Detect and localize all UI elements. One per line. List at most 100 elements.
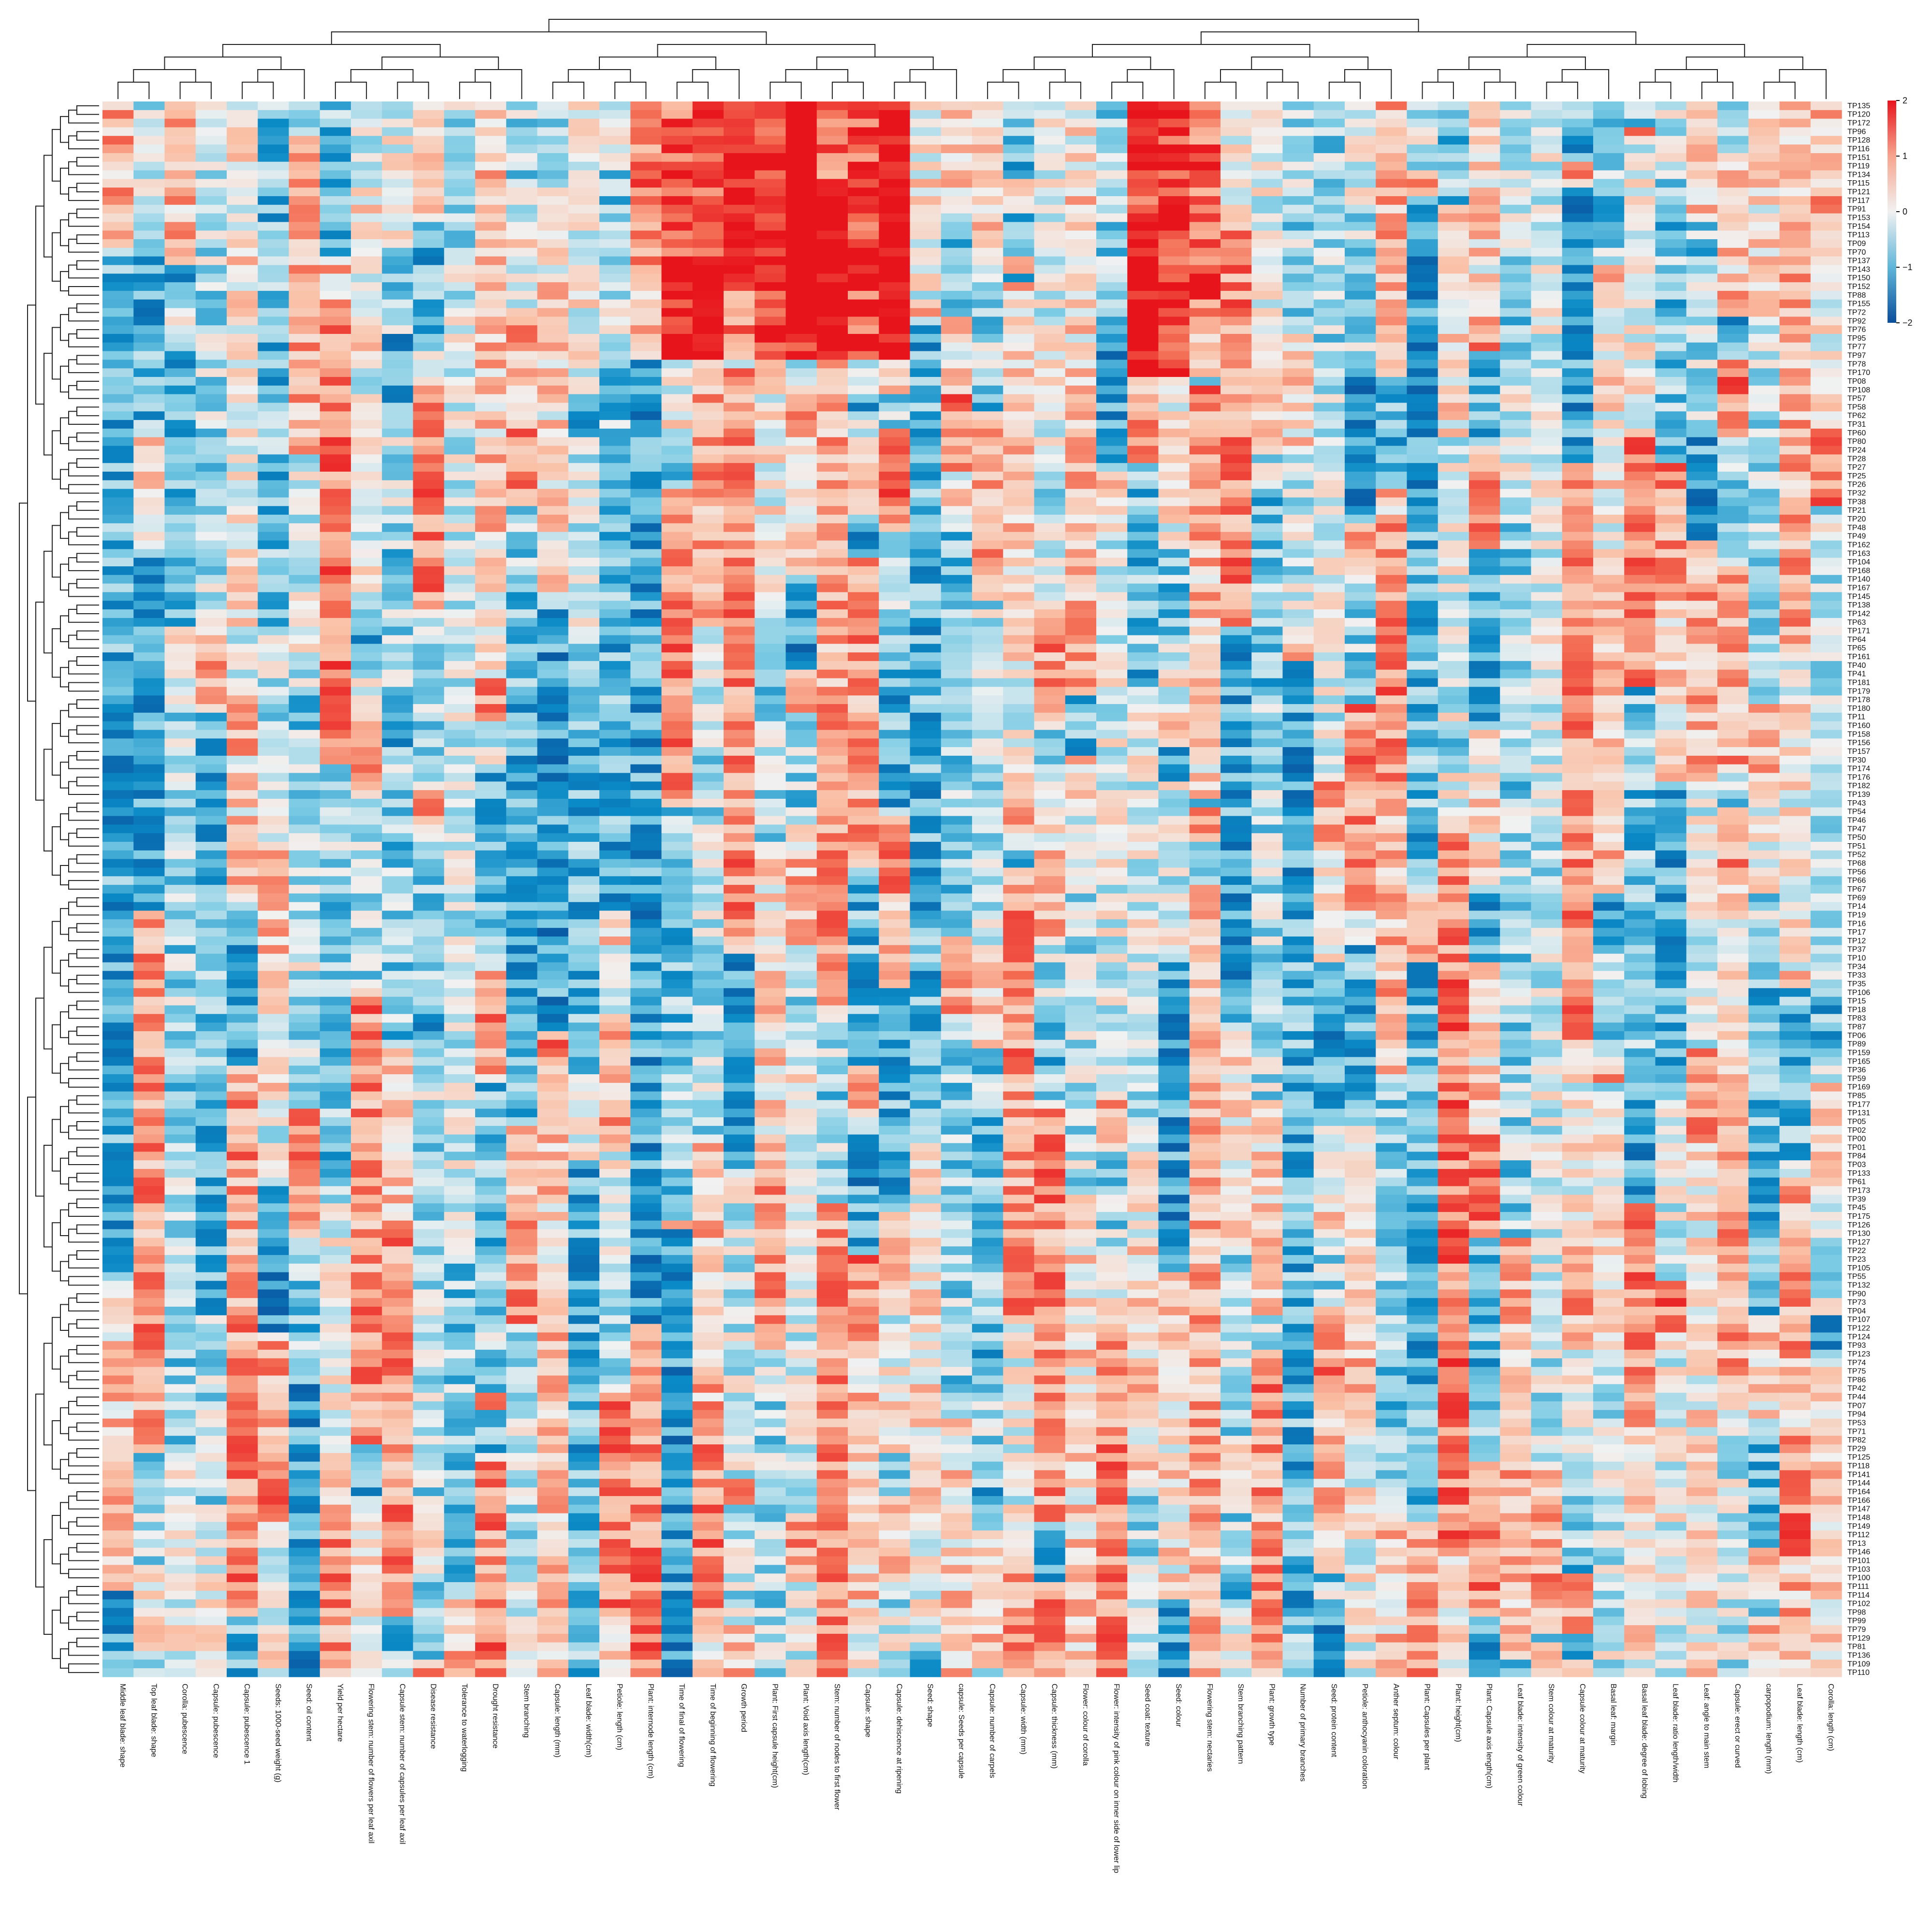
heatmap-cell: [258, 721, 290, 731]
heatmap-cell: [941, 566, 973, 576]
heatmap-cell: [910, 704, 942, 713]
heatmap-cell: [1562, 118, 1594, 128]
column-dendrogram-branch: [831, 82, 864, 99]
row-dendrogram-branch: [68, 609, 99, 623]
heatmap-cell: [1096, 385, 1128, 395]
heatmap-cell: [755, 437, 786, 447]
heatmap-cell: [724, 730, 755, 739]
heatmap-cell: [351, 626, 382, 636]
heatmap-cell: [164, 118, 196, 128]
heatmap-cell: [1376, 274, 1408, 283]
row-dendrogram-branch: [68, 634, 99, 649]
heatmap-cell: [1779, 480, 1811, 490]
heatmap-cell: [164, 721, 196, 731]
heatmap-cell: [568, 506, 600, 515]
heatmap-cell: [1748, 497, 1780, 506]
heatmap-cell: [1469, 446, 1500, 455]
heatmap-cell: [599, 342, 631, 352]
heatmap-cell: [630, 213, 662, 222]
heatmap-cell: [1376, 342, 1408, 352]
heatmap-cell: [1655, 239, 1687, 248]
heatmap-cell: [1593, 489, 1625, 498]
heatmap-cell: [568, 351, 600, 360]
heatmap-cell: [475, 678, 507, 687]
heatmap-cell: [1500, 497, 1532, 506]
heatmap-cell: [785, 446, 817, 455]
heatmap-cell: [320, 179, 351, 188]
row-dendrogram-branch: [68, 385, 99, 399]
heatmap-cell: [1096, 472, 1128, 481]
heatmap-cell: [1655, 575, 1687, 584]
heatmap-cell: [382, 110, 414, 119]
heatmap-cell: [1034, 144, 1066, 154]
heatmap-cells: [102, 101, 1842, 1677]
heatmap-cell: [724, 308, 755, 317]
heatmap-cell: [910, 403, 942, 412]
heatmap-cell: [692, 290, 724, 300]
heatmap-cell: [941, 187, 973, 197]
heatmap-cell: [1251, 626, 1283, 636]
heatmap-cell: [444, 231, 476, 240]
heatmap-cell: [661, 472, 693, 481]
heatmap-cell: [164, 351, 196, 360]
heatmap-cell: [227, 695, 258, 705]
heatmap-cell: [1065, 256, 1097, 266]
heatmap-cell: [910, 738, 942, 748]
heatmap-cell: [661, 308, 693, 317]
column-dendrogram-branch: [1328, 82, 1361, 99]
heatmap-cell: [1407, 411, 1438, 420]
heatmap-cell: [164, 274, 196, 283]
heatmap-cell: [661, 196, 693, 205]
heatmap-cell: [537, 583, 569, 593]
heatmap-cell: [1717, 274, 1749, 283]
heatmap-cell: [1810, 575, 1842, 584]
heatmap-cell: [755, 721, 786, 731]
heatmap-cell: [568, 403, 600, 412]
heatmap-cell: [444, 290, 476, 300]
heatmap-cell: [879, 678, 911, 687]
heatmap-cell: [568, 333, 600, 343]
heatmap-cell: [164, 489, 196, 498]
heatmap-cell: [785, 333, 817, 343]
heatmap-cell: [1158, 747, 1190, 756]
heatmap-cell: [755, 428, 786, 438]
heatmap-cell: [1376, 454, 1408, 463]
heatmap-cell: [1810, 231, 1842, 240]
heatmap-cell: [1127, 798, 1159, 808]
heatmap-cell: [941, 549, 973, 558]
heatmap-cell: [1810, 239, 1842, 248]
heatmap-cell: [1531, 747, 1563, 756]
heatmap-cell: [1748, 256, 1780, 266]
heatmap-cell: [1779, 506, 1811, 515]
heatmap-cell: [133, 764, 165, 774]
heatmap-cell: [1562, 601, 1594, 610]
heatmap-cell: [568, 368, 600, 377]
heatmap-cell: [1593, 678, 1625, 687]
heatmap-cell: [1345, 540, 1376, 549]
heatmap-cell: [1345, 161, 1376, 171]
heatmap-cell: [879, 644, 911, 653]
heatmap-cell: [1593, 170, 1625, 179]
heatmap-cell: [755, 290, 786, 300]
heatmap-cell: [1655, 790, 1687, 799]
heatmap-cell: [413, 333, 445, 343]
heatmap-cell: [382, 497, 414, 506]
heatmap-cell: [1407, 764, 1438, 774]
heatmap-cell: [1034, 299, 1066, 309]
heatmap-cell: [1096, 480, 1128, 490]
heatmap-cell: [1034, 540, 1066, 549]
heatmap-cell: [1376, 308, 1408, 317]
heatmap-cell: [941, 773, 973, 782]
heatmap-cell: [724, 566, 755, 576]
heatmap-cell: [258, 669, 290, 679]
heatmap-cell: [755, 161, 786, 171]
heatmap-cell: [1313, 247, 1345, 257]
heatmap-cell: [1003, 101, 1035, 111]
row-dendrogram-branch: [76, 1095, 99, 1105]
heatmap-cell: [1748, 110, 1780, 119]
heatmap-cell: [444, 497, 476, 506]
heatmap-cell: [1407, 472, 1438, 481]
heatmap-cell: [1624, 790, 1656, 799]
heatmap-cell: [382, 669, 414, 679]
heatmap-cell: [910, 377, 942, 386]
